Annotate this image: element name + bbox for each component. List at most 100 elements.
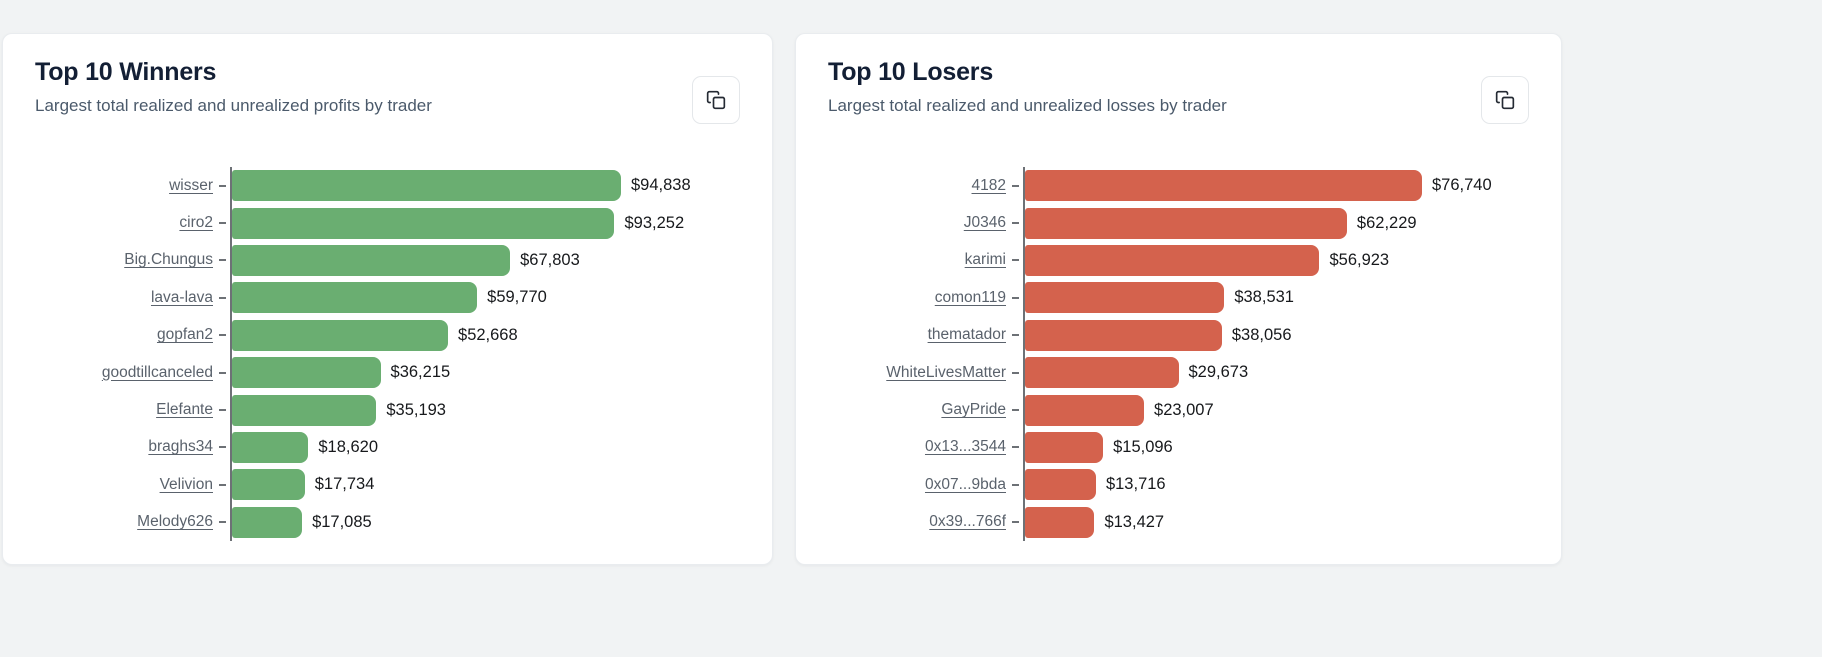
bar (1025, 394, 1145, 426)
losers-card-subtitle: Largest total realized and unrealized lo… (828, 96, 1227, 115)
bar-value-label: $94,838 (631, 176, 691, 195)
trader-link[interactable]: Melody626 (137, 513, 213, 531)
bar (232, 207, 615, 239)
bar (1025, 469, 1096, 501)
trader-link[interactable]: 0x39...766f (929, 513, 1006, 531)
axis-tick (219, 296, 226, 299)
axis-tick (219, 446, 226, 449)
bar-value-label: $13,427 (1104, 512, 1165, 531)
winners-card-title: Top 10 Winners (35, 58, 217, 86)
bar-track: $67,803 (230, 241, 740, 280)
bar (232, 431, 309, 463)
trader-link[interactable]: wisser (169, 176, 213, 194)
trader-link[interactable]: 0x07...9bda (924, 475, 1006, 493)
trader-link[interactable]: ciro2 (179, 214, 213, 232)
chart-row: 0x39...766f $13,427 (828, 503, 1529, 541)
losers-card-header: Top 10 Losers Largest total realized and… (828, 58, 1529, 124)
bar-value-label: $17,085 (312, 512, 372, 531)
bar (1025, 170, 1422, 202)
axis-tick (219, 409, 226, 412)
bar-track: $94,838 (230, 167, 740, 205)
axis-tick (1012, 371, 1019, 374)
bar-value-label: $18,620 (318, 437, 379, 456)
chart-row: Big.Chungus $67,803 (35, 241, 740, 280)
chart-row: 4182 $76,740 (828, 167, 1529, 205)
axis-tick (219, 521, 226, 524)
chart-row: J0346 $62,229 (828, 204, 1529, 242)
bar (232, 282, 478, 314)
bar-value-label: $76,740 (1432, 176, 1492, 195)
winners-card-header: Top 10 Winners Largest total realized an… (35, 58, 740, 124)
bar-track: $13,716 (1023, 466, 1529, 504)
bar-value-label: $62,229 (1356, 213, 1417, 232)
chart-row: ciro2 $93,252 (35, 204, 740, 242)
bar-track: $62,229 (1023, 204, 1529, 242)
chart-row: Velivion $17,734 (35, 466, 740, 504)
bar-value-label: $17,734 (314, 475, 375, 494)
trader-link[interactable]: gopfan2 (156, 326, 213, 344)
chart-row: 0x07...9bda $13,716 (828, 466, 1529, 504)
losers-card-titles: Top 10 Losers Largest total realized and… (828, 58, 1227, 116)
bar-value-label: $29,673 (1188, 363, 1249, 382)
bar-track: $13,427 (1023, 503, 1529, 541)
trader-link[interactable]: GayPride (941, 401, 1006, 419)
bar (232, 357, 381, 389)
bar-track: $36,215 (230, 353, 740, 392)
axis-tick (1012, 521, 1019, 524)
losers-chart-rows: 4182 $76,740 J0346 $62,229 karimi $56,923 como… (828, 164, 1529, 544)
axis-tick (1012, 222, 1019, 225)
trader-link[interactable]: Velivion (159, 475, 213, 493)
chart-row: goodtillcanceled $36,215 (35, 353, 740, 392)
bar-track: $18,620 (230, 428, 740, 467)
axis-tick (219, 483, 226, 486)
winners-card-titles: Top 10 Winners Largest total realized an… (35, 58, 432, 116)
bar-track: $29,673 (1023, 353, 1529, 392)
bar-value-label: $13,716 (1105, 475, 1166, 494)
bar-track: $38,056 (1023, 316, 1529, 354)
trader-link[interactable]: comon119 (934, 288, 1006, 306)
winners-bar-chart: wisser $94,838 ciro2 $93,252 Big.Chungus $67,… (35, 164, 740, 544)
chart-row: WhiteLivesMatter $29,673 (828, 353, 1529, 392)
losers-bar-chart: 4182 $76,740 J0346 $62,229 karimi $56,923 como… (828, 164, 1529, 544)
bar-value-label: $36,215 (390, 363, 451, 382)
winners-copy-button[interactable] (692, 76, 740, 124)
trader-link[interactable]: karimi (964, 251, 1006, 269)
bar-value-label: $38,531 (1234, 288, 1294, 307)
trader-link[interactable]: lava-lava (150, 288, 213, 306)
bar (232, 244, 511, 276)
bar-track: $52,668 (230, 316, 740, 354)
trader-link[interactable]: WhiteLivesMatter (886, 363, 1006, 381)
bar-value-label: $15,096 (1113, 437, 1173, 456)
trader-link[interactable]: Elefante (156, 401, 213, 419)
trader-link[interactable]: goodtillcanceled (101, 363, 213, 381)
chart-row: thematador $38,056 (828, 316, 1529, 354)
trader-link[interactable]: J0346 (963, 214, 1006, 232)
chart-row: Elefante $35,193 (35, 391, 740, 429)
chart-row: Melody626 $17,085 (35, 503, 740, 541)
bar-value-label: $35,193 (386, 400, 446, 419)
bar-track: $23,007 (1023, 391, 1529, 429)
trader-link[interactable]: Big.Chungus (124, 251, 213, 269)
bar (1025, 319, 1222, 351)
copy-icon (1495, 90, 1515, 110)
axis-tick (219, 222, 226, 225)
chart-row: lava-lava $59,770 (35, 279, 740, 317)
trader-link[interactable]: 4182 (971, 176, 1006, 194)
bar (1025, 431, 1104, 463)
top-winners-card: Top 10 Winners Largest total realized an… (2, 33, 773, 565)
trader-link[interactable]: 0x13...3544 (924, 438, 1006, 456)
bar-value-label: $56,923 (1329, 250, 1390, 269)
trader-link[interactable]: thematador (927, 326, 1006, 344)
axis-tick (219, 184, 226, 187)
bar (1025, 282, 1225, 314)
axis-tick (219, 334, 226, 337)
losers-copy-button[interactable] (1481, 76, 1529, 124)
axis-tick (219, 371, 226, 374)
axis-tick (1012, 446, 1019, 449)
axis-tick (1012, 184, 1019, 187)
bar (232, 319, 449, 351)
axis-tick (219, 259, 226, 262)
trader-link[interactable]: braghs34 (148, 438, 213, 456)
bar-track: $17,085 (230, 503, 740, 541)
